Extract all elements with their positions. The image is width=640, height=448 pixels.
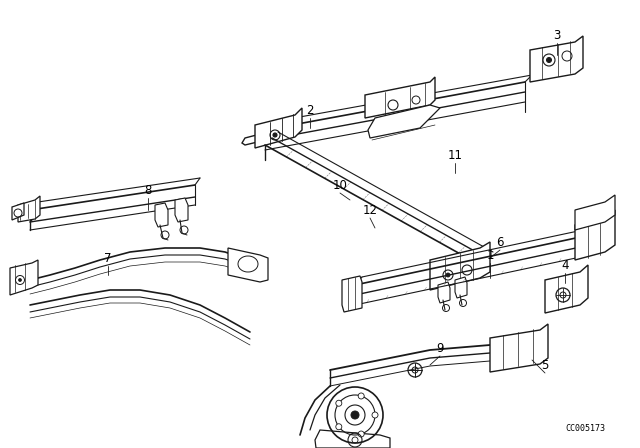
Text: 8: 8 xyxy=(144,184,152,197)
Polygon shape xyxy=(430,242,490,290)
Polygon shape xyxy=(175,198,188,222)
Circle shape xyxy=(351,411,359,419)
Polygon shape xyxy=(455,277,467,298)
Circle shape xyxy=(19,279,22,281)
Polygon shape xyxy=(12,203,24,220)
Polygon shape xyxy=(368,105,440,138)
Text: 5: 5 xyxy=(541,358,548,371)
Polygon shape xyxy=(242,125,298,145)
Polygon shape xyxy=(530,36,583,82)
Circle shape xyxy=(273,133,277,137)
Polygon shape xyxy=(18,196,40,222)
Text: 3: 3 xyxy=(554,29,561,42)
Polygon shape xyxy=(365,77,435,118)
Text: 4: 4 xyxy=(561,258,569,271)
Polygon shape xyxy=(10,260,38,295)
Circle shape xyxy=(358,393,364,399)
Polygon shape xyxy=(255,108,302,148)
Text: 6: 6 xyxy=(496,236,504,249)
Polygon shape xyxy=(342,276,362,312)
Polygon shape xyxy=(490,324,548,372)
Circle shape xyxy=(446,273,450,277)
Text: 1: 1 xyxy=(486,249,493,262)
Circle shape xyxy=(358,431,364,437)
Circle shape xyxy=(372,412,378,418)
Circle shape xyxy=(336,424,342,430)
Circle shape xyxy=(336,400,342,406)
Text: 7: 7 xyxy=(104,251,112,264)
Polygon shape xyxy=(315,430,390,448)
Text: 10: 10 xyxy=(333,178,348,191)
Text: 9: 9 xyxy=(436,341,444,354)
Polygon shape xyxy=(545,265,588,313)
Polygon shape xyxy=(155,203,168,227)
Text: 2: 2 xyxy=(307,103,314,116)
Polygon shape xyxy=(228,248,268,282)
Text: 12: 12 xyxy=(362,203,378,216)
Polygon shape xyxy=(575,195,615,230)
Circle shape xyxy=(547,57,552,63)
Text: CC005173: CC005173 xyxy=(565,423,605,432)
Polygon shape xyxy=(575,210,615,260)
Polygon shape xyxy=(438,282,450,303)
Text: 11: 11 xyxy=(447,148,463,161)
